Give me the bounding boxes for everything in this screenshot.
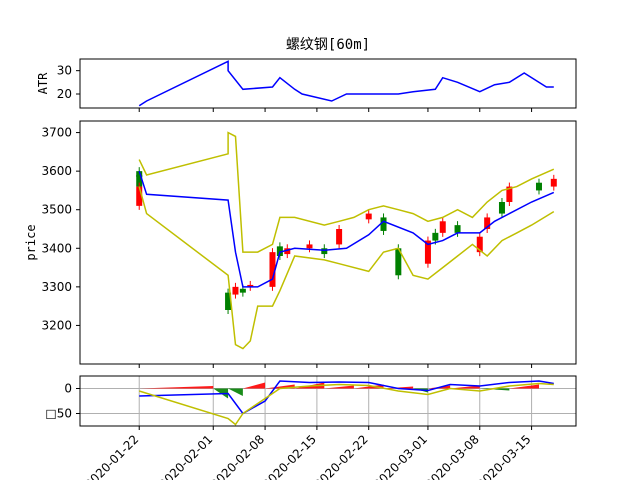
series-line <box>138 131 555 253</box>
candle-body <box>247 284 254 287</box>
price-axes-frame <box>79 120 577 365</box>
candle-body <box>476 236 483 253</box>
candle-body <box>306 244 313 249</box>
candle-body <box>550 178 557 187</box>
candle-body <box>225 292 232 310</box>
y-tick-label: 3700 <box>41 126 72 140</box>
macd-axes-frame <box>79 375 577 427</box>
candle-body <box>232 286 239 295</box>
series-line <box>138 186 555 350</box>
y-tick-label: □50 <box>45 407 72 421</box>
y-tick-label: 30 <box>57 64 72 78</box>
candle-body <box>321 248 328 255</box>
y-tick-label: 3600 <box>41 164 72 178</box>
histogram-bar <box>324 385 354 389</box>
y-tick-label: 0 <box>64 382 72 396</box>
series-line <box>138 60 554 107</box>
candle-body <box>365 213 372 220</box>
candle-body <box>395 248 402 276</box>
y-tick-label: 3500 <box>41 203 72 217</box>
panels: 20 30 ATR 3200 3300 3400 3500 3600 3700 price 0 □50 <box>24 58 577 430</box>
candle-body <box>498 202 505 214</box>
histogram-bar <box>139 386 214 389</box>
y-tick-label: 20 <box>57 87 72 101</box>
atr-axes-frame <box>79 58 577 109</box>
histogram-bar <box>228 388 243 396</box>
candle-body <box>336 229 343 245</box>
candle-body <box>432 232 439 241</box>
atr-panel: 20 30 ATR <box>36 58 577 112</box>
candle-body <box>269 252 276 287</box>
price-panel: 3200 3300 3400 3500 3600 3700 price <box>24 120 577 368</box>
y-tick-label: 3300 <box>41 280 72 294</box>
macd-panel: 0 □50 <box>45 375 577 430</box>
series-line <box>138 382 554 426</box>
histogram-bar <box>509 384 539 389</box>
series-line <box>138 170 555 288</box>
candle-body <box>439 221 446 233</box>
candle-body <box>239 288 246 293</box>
candle-body <box>535 182 542 191</box>
chart-title: 螺纹钢[60m] <box>286 37 370 53</box>
y-tick-label: 3200 <box>41 318 72 332</box>
histogram-bar <box>383 386 414 389</box>
candle-body <box>454 225 461 233</box>
candle-body <box>136 186 143 206</box>
histogram-bar <box>242 382 266 389</box>
candle-body <box>424 240 431 264</box>
y-tick-label: 3400 <box>41 241 72 255</box>
candle-body <box>506 186 513 202</box>
candle-body <box>276 246 283 256</box>
candle-body <box>380 217 387 231</box>
atr-y-axis-label: ATR <box>36 72 50 94</box>
candle-body <box>284 248 291 255</box>
candle-body <box>484 217 491 229</box>
candle-body <box>136 175 143 187</box>
price-y-axis-label: price <box>24 224 38 260</box>
